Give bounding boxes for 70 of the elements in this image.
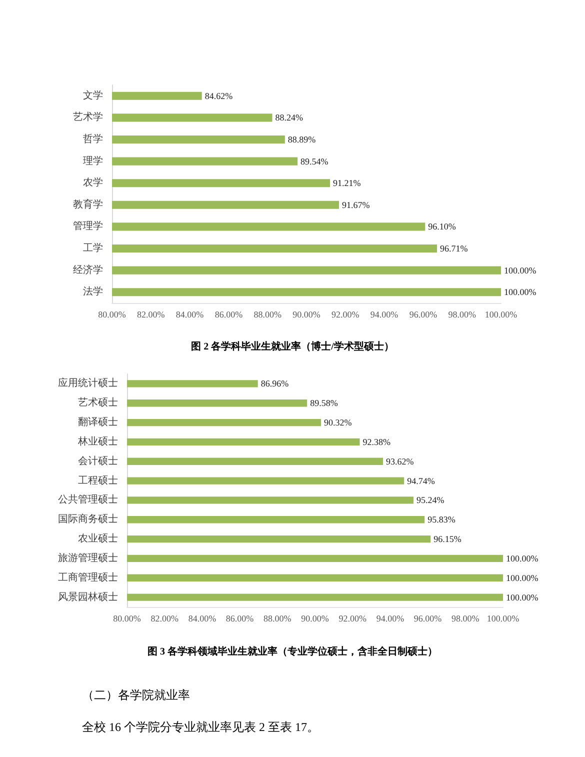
y-tick-label: 哲学 [83, 133, 103, 145]
data-label: 89.54% [300, 156, 329, 166]
y-tick-label: 应用统计硕士 [58, 377, 118, 390]
y-tick-label: 文学 [83, 89, 103, 102]
y-tick-label: 农学 [83, 176, 103, 189]
data-label: 100.00% [504, 265, 537, 276]
x-tick-label: 94.00% [376, 614, 405, 624]
data-label: 84.62% [204, 90, 234, 101]
y-tick-label: 风景园林硕士 [58, 590, 118, 603]
y-tick-label: 工学 [83, 242, 103, 254]
x-tick-label: 90.00% [292, 310, 321, 320]
y-tick-label: 教育学 [73, 198, 103, 210]
x-tick-label: 88.00% [264, 614, 292, 624]
y-tick-label: 经济学 [73, 264, 103, 276]
x-tick-label: 84.00% [188, 614, 217, 624]
x-tick-label: 92.00% [338, 614, 367, 624]
data-label: 96.71% [440, 244, 468, 254]
y-tick-label: 旅游管理硕士 [58, 552, 118, 564]
y-tick-label: 工商管理硕士 [58, 571, 118, 584]
x-tick-label: 100.00% [484, 310, 518, 320]
data-label: 100.00% [506, 572, 539, 583]
data-label: 88.89% [288, 134, 316, 144]
data-label: 94.74% [407, 476, 436, 486]
y-tick-label: 林业硕士 [77, 435, 118, 448]
x-tick-label: 94.00% [370, 310, 399, 320]
x-tick-label: 82.00% [150, 614, 179, 624]
text: 全校 16 个学院分专业就业率见表 2 至表 17。 [82, 720, 319, 734]
x-tick-label: 96.00% [409, 310, 438, 320]
data-label: 90.32% [324, 418, 352, 428]
text: （二）各学院就业率 [82, 688, 190, 702]
y-tick-label: 公共管理硕士 [58, 494, 118, 506]
y-tick-label: 艺术学 [73, 111, 103, 124]
data-label: 92.38% [362, 436, 391, 447]
data-label: 91.67% [342, 200, 370, 210]
y-tick-label: 翻译硕士 [78, 416, 118, 428]
data-label: 88.24% [275, 112, 304, 123]
x-tick-label: 80.00% [98, 310, 126, 320]
x-tick-label: 98.00% [448, 310, 476, 320]
x-tick-label: 82.00% [137, 310, 166, 320]
x-tick-label: 86.00% [226, 614, 254, 624]
text: 图 3 各学科领域毕业生就业率（专业学位硕士，含非全日制硕士） [148, 646, 438, 658]
y-tick-label: 工程硕士 [78, 474, 118, 486]
x-tick-label: 100.00% [486, 614, 520, 624]
data-label: 95.83% [428, 514, 456, 525]
data-label: 91.21% [333, 178, 362, 188]
data-label: 86.96% [260, 378, 290, 389]
y-tick-label: 理学 [83, 154, 103, 167]
y-tick-label: 国际商务硕士 [58, 513, 118, 526]
x-tick-label: 96.00% [414, 614, 442, 624]
data-label: 89.58% [310, 398, 338, 408]
x-tick-label: 80.00% [113, 614, 142, 624]
data-label: 96.15% [434, 534, 462, 544]
y-tick-label: 法学 [83, 286, 103, 298]
data-label: 100.00% [504, 287, 537, 298]
data-label: 93.62% [386, 456, 414, 466]
x-tick-label: 98.00% [452, 614, 480, 624]
x-tick-label: 90.00% [301, 614, 330, 624]
data-label: 96.10% [428, 222, 456, 232]
data-label: 100.00% [506, 553, 539, 564]
x-tick-label: 92.00% [332, 310, 360, 320]
x-tick-label: 86.00% [214, 310, 244, 320]
data-label: 100.00% [506, 592, 539, 602]
y-tick-label: 管理学 [73, 220, 103, 232]
text: 图 2 各学科毕业生就业率（博士/学术型硕士） [191, 340, 394, 352]
data-label: 95.24% [416, 495, 445, 506]
y-tick-label: 艺术硕士 [78, 396, 118, 409]
y-tick-label: 农业硕士 [78, 532, 118, 545]
x-tick-label: 84.00% [176, 310, 204, 320]
x-tick-label: 88.00% [254, 310, 282, 320]
y-tick-label: 会计硕士 [78, 454, 118, 467]
